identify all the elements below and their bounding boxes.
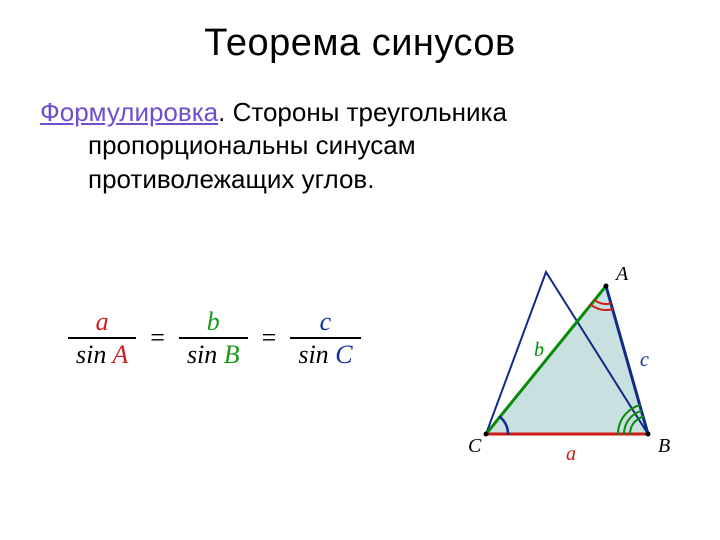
slide-title: Теорема синусов — [0, 22, 720, 65]
theorem-statement: Формулировка. Стороны треугольника пропо… — [40, 96, 670, 196]
den-c: sin C — [290, 337, 360, 368]
svg-text:c: c — [640, 349, 649, 371]
lead-period: . — [218, 97, 232, 127]
equals-2: = — [262, 323, 277, 353]
num-a: a — [88, 308, 117, 337]
diagram-svg: A B Ca b c — [448, 262, 688, 482]
den-a: sin A — [68, 337, 136, 368]
svg-text:b: b — [534, 339, 544, 361]
svg-text:a: a — [566, 443, 576, 465]
sine-rule-formula: a sin A = b sin B = c sin C — [68, 308, 361, 369]
num-b: b — [199, 308, 228, 337]
fraction-a: a sin A — [68, 308, 136, 369]
svg-text:B: B — [658, 435, 670, 457]
den-b: sin B — [179, 337, 248, 368]
slide: Теорема синусов Формулировка. Стороны тр… — [0, 0, 720, 540]
line3: противолежащих углов. — [40, 163, 670, 196]
svg-text:C: C — [468, 435, 482, 457]
equals-1: = — [150, 323, 165, 353]
svg-text:A: A — [614, 263, 629, 285]
triangle-diagram: A B Ca b c — [448, 262, 688, 482]
lead-word: Формулировка — [40, 97, 218, 127]
line1-rest: Стороны треугольника — [233, 97, 507, 127]
fraction-b: b sin B — [179, 308, 248, 369]
fraction-c: c sin C — [290, 308, 360, 369]
num-c: c — [312, 308, 340, 337]
line2: пропорциональны синусам — [40, 129, 670, 162]
